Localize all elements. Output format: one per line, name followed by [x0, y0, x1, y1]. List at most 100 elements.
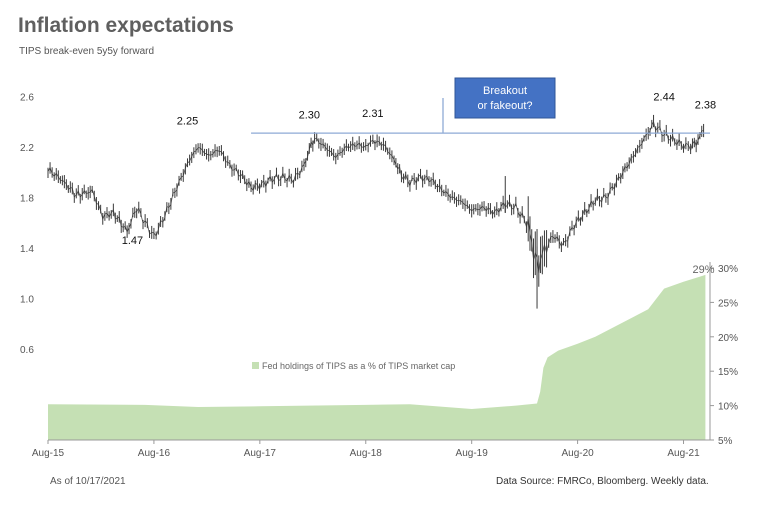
chart-subtitle: TIPS break-even 5y5y forward: [19, 46, 155, 57]
price-bar: [460, 200, 464, 203]
y-right-tick-label: 25%: [718, 298, 738, 309]
price-bar: [374, 140, 378, 145]
price-bar: [265, 180, 269, 187]
legend-swatch: [252, 362, 259, 369]
price-bar: [614, 181, 617, 190]
price-bar: [601, 194, 605, 203]
price-bar: [637, 145, 640, 148]
price-bar: [378, 141, 382, 146]
price-bar: [271, 178, 275, 183]
price-bar: [68, 187, 71, 190]
price-bar: [138, 207, 142, 214]
price-bar: [118, 216, 122, 227]
price-bar: [592, 202, 596, 205]
price-bar: [428, 180, 432, 183]
price-bar: [335, 153, 339, 158]
price-bar: [164, 206, 168, 218]
price-bar: [280, 173, 284, 180]
price-bar: [146, 223, 150, 235]
y-left-tick-label: 1.0: [20, 295, 34, 306]
price-bar: [670, 135, 673, 141]
price-bar: [445, 191, 449, 195]
price-bar: [79, 194, 83, 198]
price-bar: [538, 259, 541, 274]
y-right-tick-label: 30%: [718, 264, 738, 275]
data-label: 2.44: [653, 92, 674, 104]
price-bar: [624, 166, 628, 169]
price-bar: [441, 190, 445, 194]
price-bar: [64, 181, 67, 185]
price-bar: [170, 193, 174, 205]
price-bar: [483, 207, 487, 212]
price-bar: [320, 143, 324, 145]
price-bar: [106, 212, 110, 218]
price-bar: [422, 177, 426, 182]
price-bar: [533, 252, 536, 261]
price-bar: [395, 164, 399, 170]
price-bar: [481, 205, 485, 209]
price-bar: [407, 180, 411, 187]
price-bar: [697, 135, 701, 141]
price-bar: [117, 216, 120, 219]
price-bar: [166, 206, 170, 208]
price-bar: [290, 179, 294, 184]
price-bar: [100, 210, 104, 220]
price-bar: [324, 146, 328, 151]
price-bar: [318, 142, 322, 145]
price-bar: [573, 221, 577, 230]
price-bar: [653, 121, 657, 131]
price-bar: [490, 209, 493, 215]
price-bar: [185, 162, 188, 169]
price-bar: [616, 176, 619, 182]
y-left-tick-label: 2.6: [20, 93, 34, 104]
legend-label: Fed holdings of TIPS as a % of TIPS mark…: [262, 361, 455, 371]
price-bar: [346, 145, 349, 149]
price-bar: [305, 156, 308, 162]
price-bar: [269, 176, 273, 183]
price-bar: [172, 191, 176, 194]
price-bar: [450, 196, 453, 198]
price-bar: [500, 202, 504, 207]
fed-holdings-area: [48, 274, 706, 440]
price-bar: [567, 230, 571, 242]
price-bar: [527, 218, 531, 234]
price-bar: [485, 207, 489, 212]
price-bar: [462, 202, 466, 206]
price-bar: [238, 174, 241, 177]
price-bar: [578, 216, 581, 222]
price-bar: [149, 232, 152, 235]
price-bar: [540, 253, 543, 260]
price-bar: [124, 226, 128, 233]
price-bar: [607, 188, 611, 199]
price-bar: [580, 215, 583, 222]
price-bar: [297, 172, 300, 176]
price-bar: [212, 150, 216, 155]
price-bar: [439, 185, 443, 191]
price-bar: [609, 186, 613, 190]
price-bar: [295, 172, 298, 175]
price-bar: [341, 148, 345, 153]
price-bar: [690, 143, 693, 151]
price-bar: [182, 167, 186, 176]
price-bar: [74, 194, 77, 198]
price-bar: [678, 139, 682, 145]
price-bar: [102, 214, 106, 220]
price-bar: [494, 208, 498, 212]
price-bar: [71, 187, 75, 197]
price-bar: [210, 153, 214, 156]
price-bar: [443, 191, 447, 194]
price-bar: [274, 173, 277, 180]
price-bar: [521, 212, 525, 220]
price-bar: [605, 196, 609, 199]
price-bar: [498, 206, 502, 213]
price-bar: [571, 227, 575, 230]
price-bar: [469, 208, 472, 212]
price-bar: [420, 174, 423, 182]
price-bar: [695, 140, 699, 146]
price-bar: [193, 150, 197, 153]
price-bar: [496, 208, 500, 213]
price-bar: [676, 139, 680, 146]
price-bar: [523, 219, 527, 227]
price-bar: [204, 152, 207, 155]
